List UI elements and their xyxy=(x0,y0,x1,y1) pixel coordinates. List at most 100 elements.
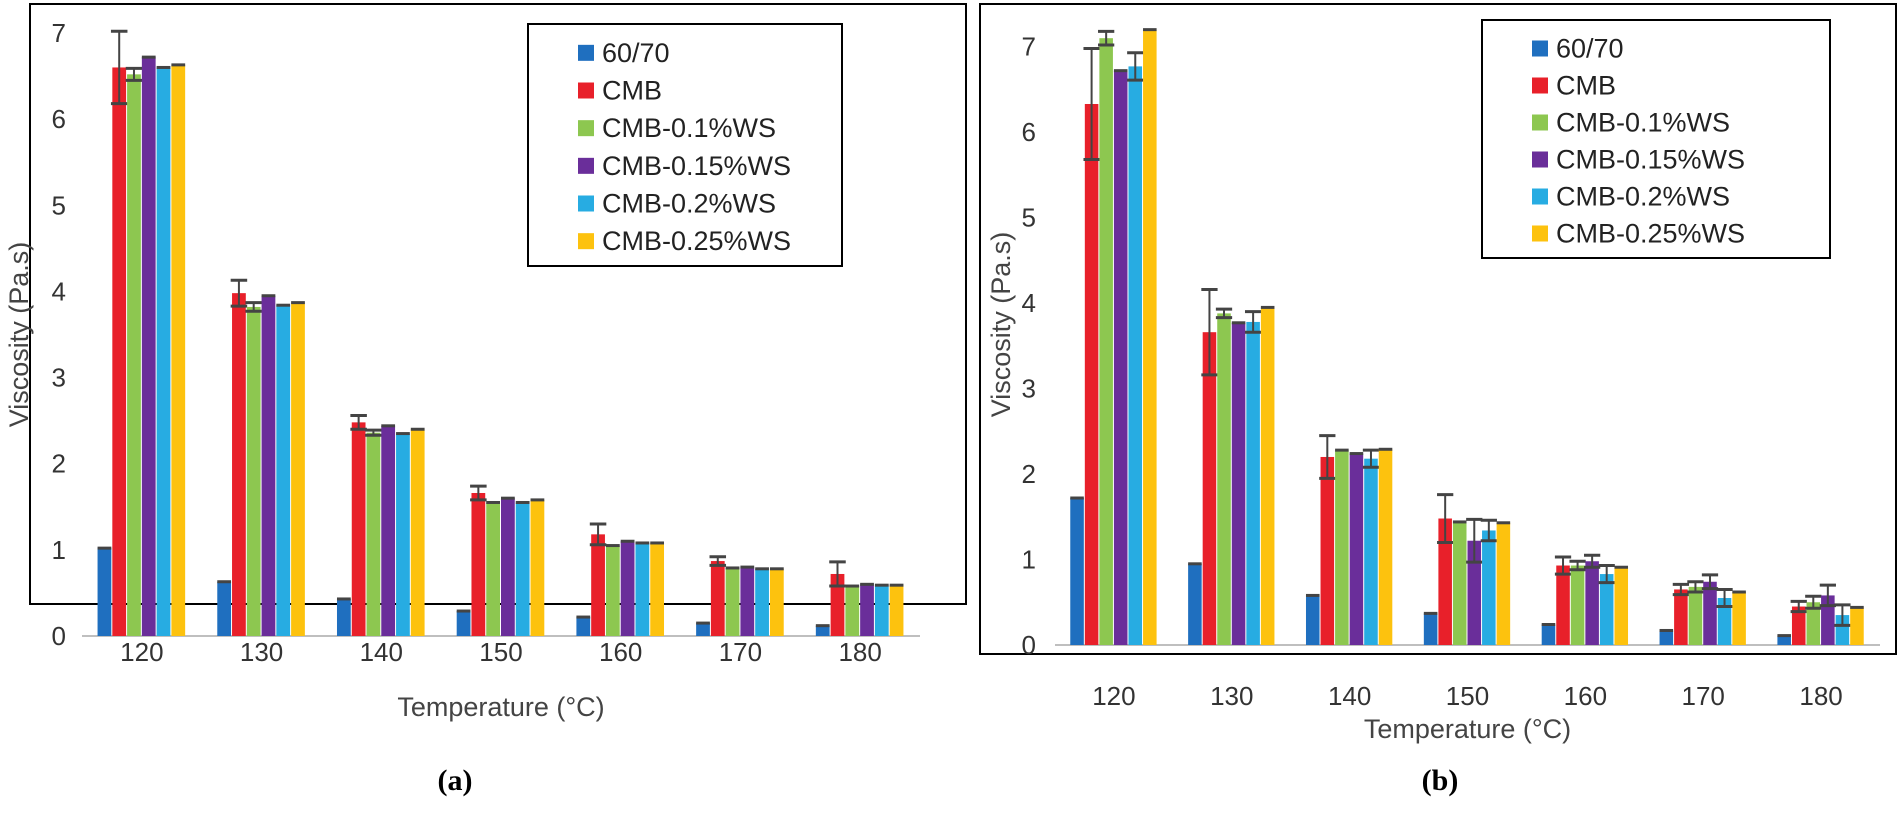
y-tick-label: 2 xyxy=(1022,459,1036,489)
bar-CMB-0.2%WS-120 xyxy=(1128,66,1143,645)
bar-CMB-150 xyxy=(1438,518,1452,645)
bar-CMB-170 xyxy=(1674,589,1688,645)
x-tick-label: 170 xyxy=(1682,681,1725,711)
y-tick-label: 6 xyxy=(1022,117,1036,147)
legend-label: CMB-0.25%WS xyxy=(602,226,791,256)
bar-CMB-0.25%WS-170 xyxy=(1732,592,1746,645)
legend-swatch-CMB-0.25%WS xyxy=(1532,225,1548,242)
y-tick-label: 4 xyxy=(52,276,66,306)
bar-60/70-160 xyxy=(576,617,591,636)
x-axis-title: Temperature (°C) xyxy=(397,692,604,722)
legend-box xyxy=(527,23,843,267)
bar-CMB-0.25%WS-160 xyxy=(1614,567,1629,645)
bar-CMB-0.15%WS-150 xyxy=(501,498,515,636)
legend-label: CMB-0.2%WS xyxy=(1556,182,1730,212)
y-tick-label: 3 xyxy=(1022,374,1036,404)
y-axis-title: Viscosity (Pa.s) xyxy=(4,242,34,428)
bar-CMB-0.2%WS-130 xyxy=(276,305,291,636)
bar-CMB-0.1%WS-140 xyxy=(1335,450,1349,645)
bar-60/70-130 xyxy=(217,581,232,636)
bar-CMB-0.25%WS-170 xyxy=(769,568,784,636)
x-axis-title: Temperature (°C) xyxy=(1364,714,1571,744)
legend-swatch-CMB-0.2%WS xyxy=(1532,188,1548,205)
bar-CMB-0.1%WS-160 xyxy=(1570,565,1585,645)
bar-60/70-150 xyxy=(1423,613,1438,645)
bar-CMB-0.25%WS-130 xyxy=(1260,307,1275,645)
legend-box xyxy=(1481,19,1831,259)
y-tick-label: 6 xyxy=(52,104,66,134)
y-tick-label: 1 xyxy=(52,535,66,565)
bar-CMB-170 xyxy=(710,561,725,636)
bar-CMB-0.2%WS-150 xyxy=(1482,530,1496,645)
bar-CMB-0.15%WS-180 xyxy=(860,584,874,636)
bar-CMB-180 xyxy=(830,573,845,636)
chart-b: 0 1 2 3 4 5 6 7 120 130 140 150 160 170 180 Viscosity (… xyxy=(979,3,1897,797)
bar-CMB-0.25%WS-130 xyxy=(291,302,305,636)
bar-CMB-0.15%WS-140 xyxy=(1349,453,1364,645)
bar-60/70-140 xyxy=(1305,595,1320,645)
y-tick-label: 7 xyxy=(52,18,66,48)
bar-CMB-0.15%WS-120 xyxy=(1113,70,1128,645)
bar-CMB-0.15%WS-180 xyxy=(1821,595,1835,645)
x-tick-label: 180 xyxy=(1799,681,1842,711)
legend-swatch-CMB-0.25%WS xyxy=(578,233,594,250)
bar-CMB-0.2%WS-180 xyxy=(874,585,889,636)
bar-CMB-0.1%WS-180 xyxy=(1806,602,1821,645)
legend-swatch-60/70 xyxy=(578,44,594,61)
bar-CMB-0.1%WS-130 xyxy=(246,306,261,636)
x-tick-label: 180 xyxy=(838,637,881,667)
bar-CMB-120 xyxy=(1084,103,1099,646)
bar-CMB-160 xyxy=(1556,565,1570,645)
bar-CMB-0.2%WS-140 xyxy=(396,433,410,636)
bar-CMB-0.1%WS-150 xyxy=(1452,521,1467,645)
legend-label: CMB-0.1%WS xyxy=(602,113,776,143)
y-tick-label: 7 xyxy=(1022,32,1036,62)
bar-60/70-170 xyxy=(696,623,710,636)
bar-CMB-180 xyxy=(1791,606,1806,645)
bar-CMB-0.2%WS-150 xyxy=(515,502,530,636)
legend-swatch-60/70 xyxy=(1532,40,1548,57)
bar-60/70-180 xyxy=(815,625,830,636)
bar-CMB-0.15%WS-150 xyxy=(1467,540,1482,645)
bar-60/70-180 xyxy=(1777,635,1791,645)
legend-swatch-CMB-0.2%WS xyxy=(578,195,594,212)
bar-CMB-0.2%WS-180 xyxy=(1835,615,1850,645)
bar-CMB-0.15%WS-130 xyxy=(261,295,276,636)
bar-CMB-150 xyxy=(471,493,486,636)
bar-CMB-0.1%WS-120 xyxy=(127,74,141,636)
chart-caption: (b) xyxy=(1422,764,1459,797)
y-tick-label: 2 xyxy=(52,449,66,479)
x-tick-label: 140 xyxy=(360,637,403,667)
bar-CMB-140 xyxy=(1320,456,1335,645)
bar-CMB-0.15%WS-130 xyxy=(1231,322,1246,645)
y-axis-title: Viscosity (Pa.s) xyxy=(986,232,1016,418)
bar-CMB-120 xyxy=(112,67,127,636)
bar-CMB-0.2%WS-140 xyxy=(1364,458,1378,645)
legend-label: CMB-0.15%WS xyxy=(602,151,791,181)
legend-label: CMB-0.2%WS xyxy=(602,189,776,219)
bar-CMB-0.2%WS-160 xyxy=(1599,574,1614,645)
bar-CMB-0.25%WS-180 xyxy=(1850,607,1864,645)
legend-label: CMB-0.15%WS xyxy=(1556,145,1745,175)
x-tick-label: 170 xyxy=(719,637,762,667)
y-tick-label: 3 xyxy=(52,363,66,393)
legend-swatch-CMB-0.1%WS xyxy=(578,120,594,137)
bar-CMB-0.25%WS-180 xyxy=(889,585,904,636)
bar-CMB-0.1%WS-140 xyxy=(366,432,381,636)
bar-CMB-0.1%WS-170 xyxy=(725,567,740,636)
bar-CMB-0.25%WS-140 xyxy=(1378,449,1393,645)
bar-CMB-0.2%WS-120 xyxy=(156,67,171,636)
bar-CMB-0.1%WS-180 xyxy=(845,586,860,636)
x-tick-label: 140 xyxy=(1328,681,1371,711)
bar-CMB-0.1%WS-150 xyxy=(486,502,500,636)
x-tick-label: 150 xyxy=(479,637,522,667)
bar-CMB-130 xyxy=(1202,332,1217,645)
legend-swatch-CMB-0.1%WS xyxy=(1532,114,1548,131)
x-tick-label: 160 xyxy=(1564,681,1607,711)
bar-CMB-0.15%WS-120 xyxy=(141,57,156,637)
y-tick-label: 5 xyxy=(1022,203,1036,233)
y-tick-label: 0 xyxy=(1022,630,1036,660)
bar-CMB-0.1%WS-120 xyxy=(1099,38,1113,646)
legend-label: 60/70 xyxy=(1556,34,1624,64)
chart-a: 0 1 2 3 4 5 6 7 120 130 140 150 160 170 180 Viscosity (… xyxy=(4,3,967,797)
